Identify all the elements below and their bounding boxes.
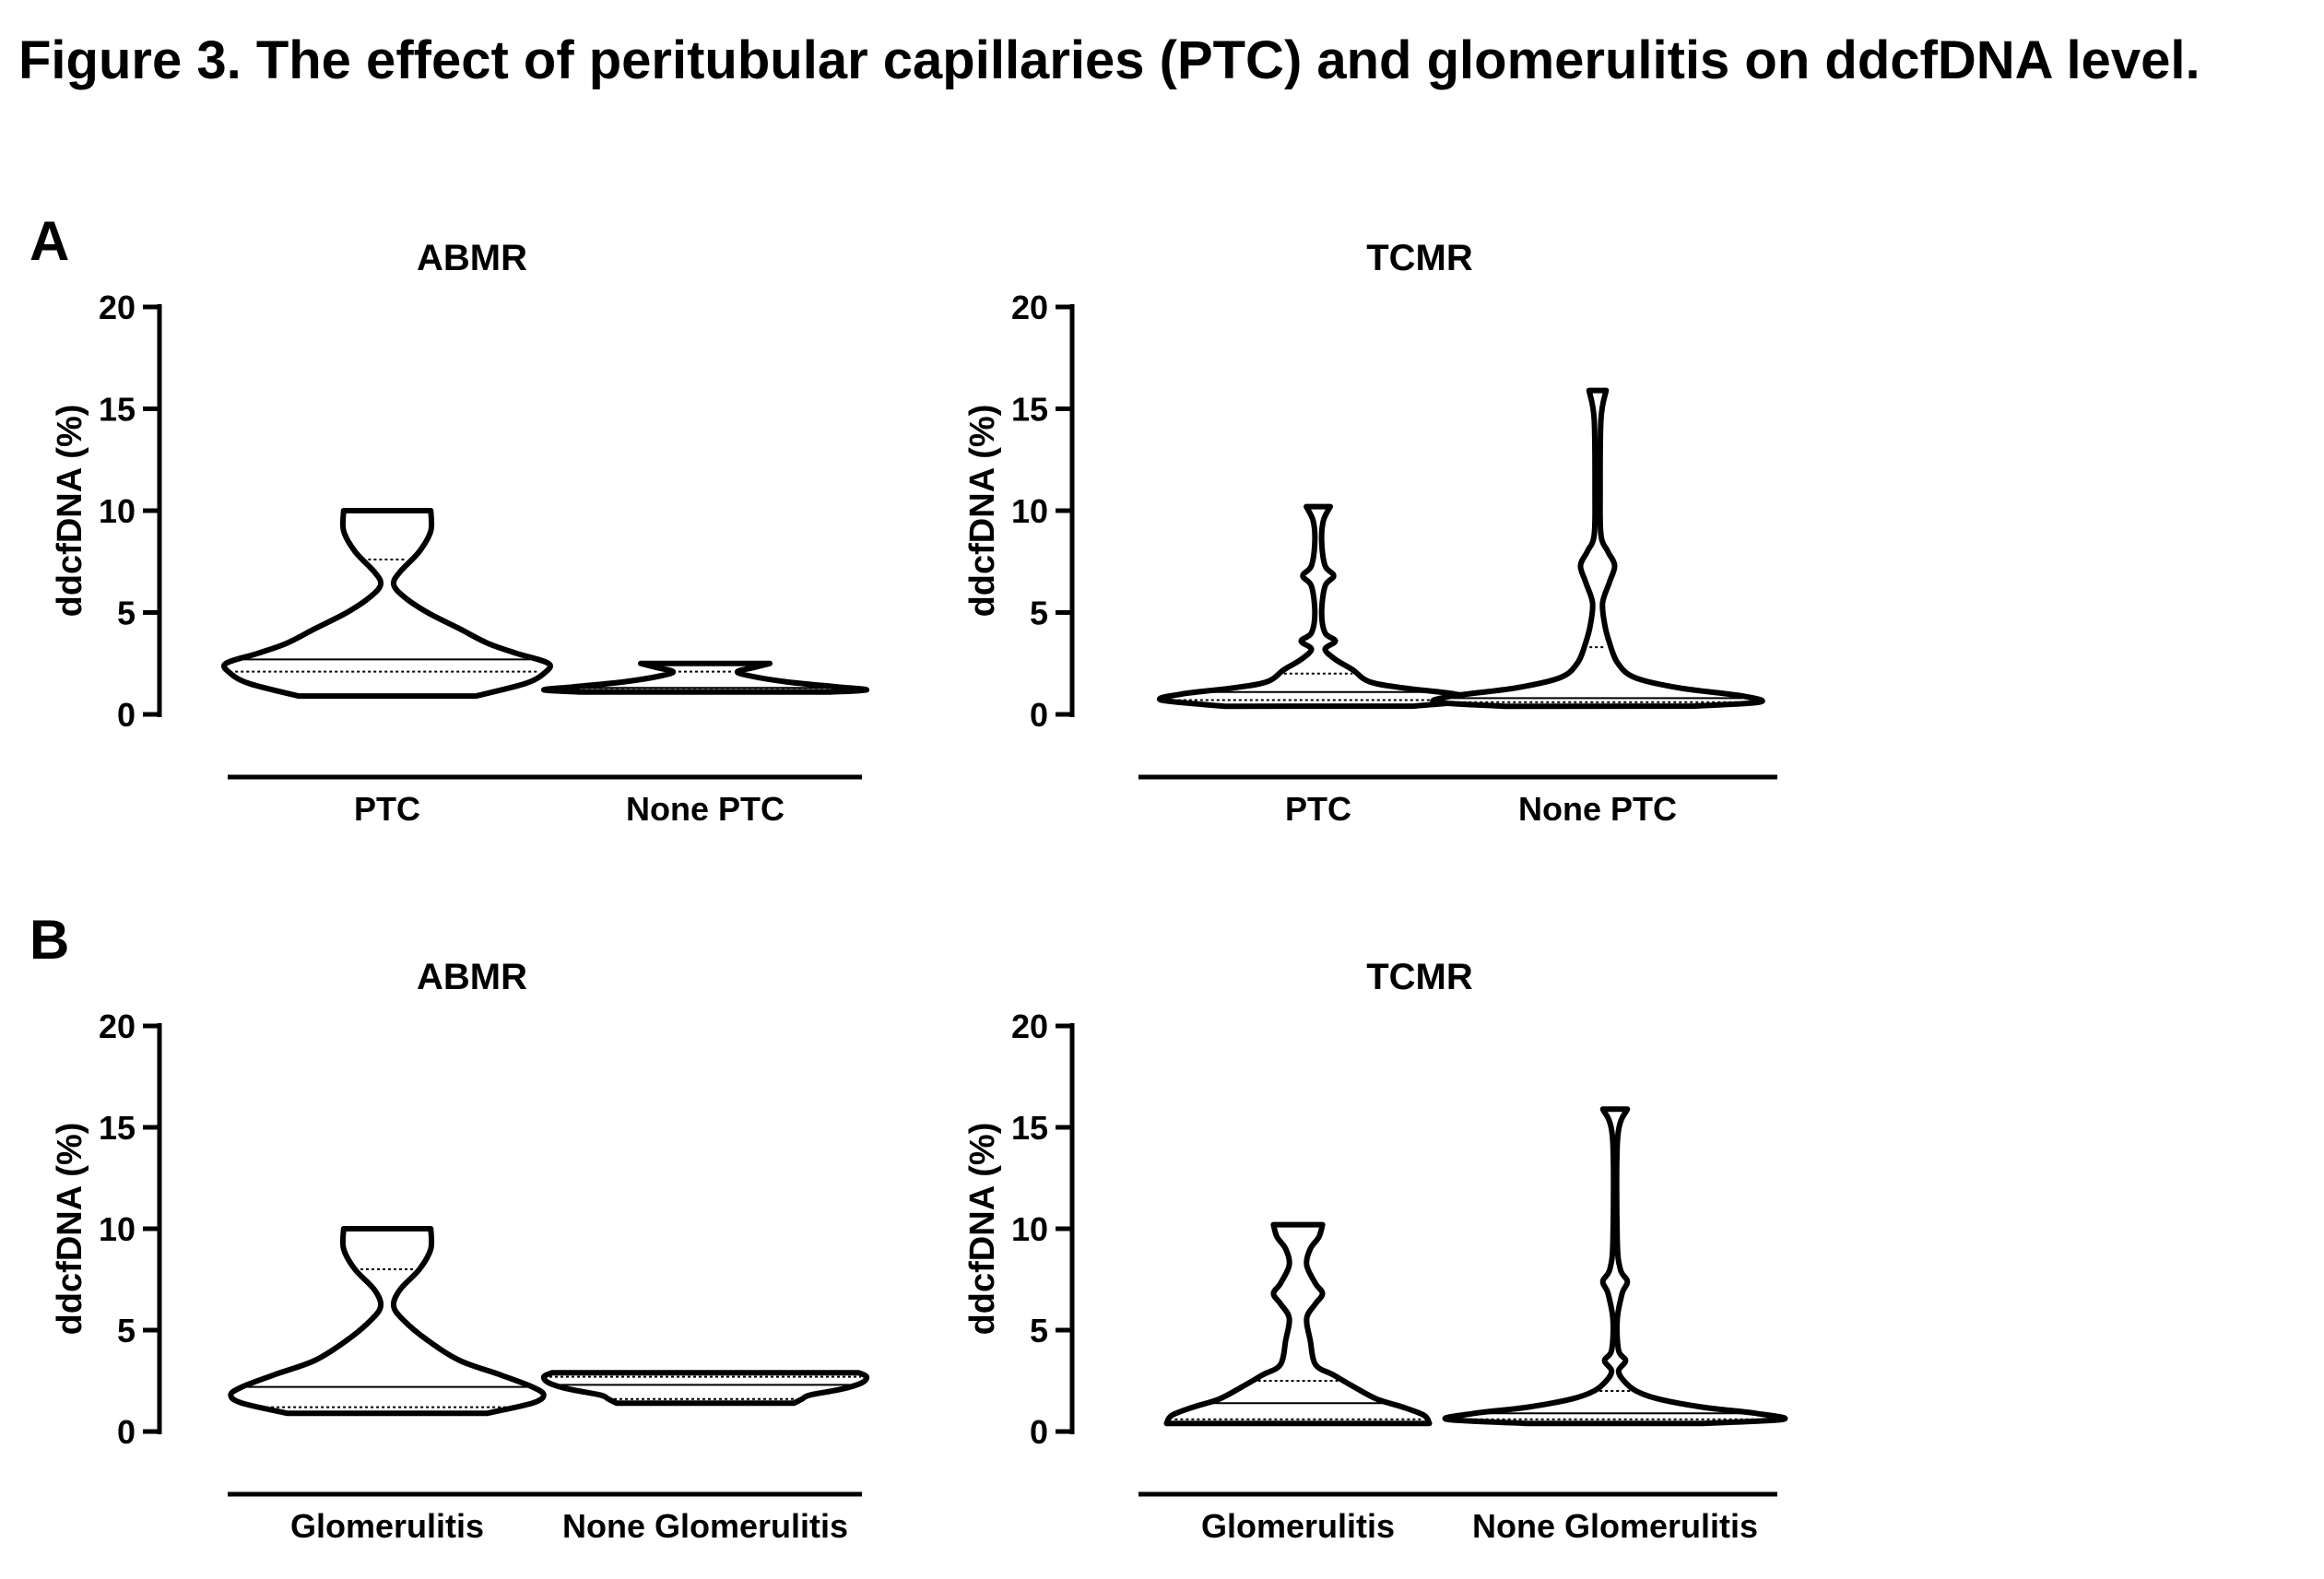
chart-1: ABMR 0 5 10 15 20 ddcfDNA (%) PTC None PTC (51, 238, 870, 828)
violin-2 (1430, 387, 1765, 710)
violin-outline (221, 508, 553, 700)
y-tick-label: 0 (1030, 1413, 1048, 1451)
y-axis-label: ddcfDNA (%) (51, 1123, 89, 1336)
chart-title: TCMR (1366, 957, 1473, 997)
y-tick-label: 5 (1030, 1312, 1048, 1349)
violin-1 (1163, 1221, 1433, 1427)
chart-3: ABMR 0 5 10 15 20 ddcfDNA (%) Glomerulitis None … (51, 957, 870, 1545)
category-label: None PTC (1518, 790, 1677, 828)
y-tick-label: 20 (99, 1007, 136, 1045)
charts-group: ABMR 0 5 10 15 20 ddcfDNA (%) PTC None PTC TCMR 0 5… (51, 238, 1788, 1545)
violin-outline (1157, 503, 1480, 710)
y-tick-label: 15 (99, 391, 136, 429)
y-axis-label: ddcfDNA (%) (51, 405, 89, 618)
category-label: None Glomerulitis (562, 1507, 848, 1545)
violin-outline (540, 660, 870, 695)
y-axis-label: ddcfDNA (%) (963, 405, 1002, 618)
violin-2 (540, 1370, 870, 1407)
y-tick-label: 20 (99, 289, 136, 326)
y-tick-label: 15 (1011, 391, 1048, 429)
violin-1 (1157, 503, 1480, 710)
y-tick-label: 0 (1030, 696, 1048, 734)
panel-letter-a: A (29, 210, 69, 272)
category-label: PTC (354, 790, 420, 828)
category-label: None PTC (626, 790, 784, 828)
y-tick-label: 5 (117, 1312, 136, 1349)
category-label: Glomerulitis (1201, 1507, 1395, 1545)
panel-letter-b: B (29, 909, 69, 971)
category-label: PTC (1285, 790, 1351, 828)
violin-outline (228, 1226, 547, 1417)
violin-outline (1163, 1221, 1433, 1427)
violin-1 (221, 508, 553, 700)
y-tick-label: 0 (117, 696, 136, 734)
chart-title: ABMR (417, 957, 527, 997)
y-tick-label: 0 (117, 1413, 136, 1451)
chart-title: ABMR (417, 238, 527, 278)
category-label: Glomerulitis (290, 1507, 484, 1545)
y-tick-label: 15 (99, 1109, 136, 1147)
violin-1 (228, 1226, 547, 1417)
violin-outline (1430, 387, 1765, 710)
violin-2 (1442, 1106, 1788, 1427)
violin-2 (540, 660, 870, 695)
y-tick-label: 5 (1030, 595, 1048, 632)
chart-2: TCMR 0 5 10 15 20 ddcfDNA (%) PTC None PTC (963, 238, 1777, 828)
category-label: None Glomerulitis (1472, 1507, 1758, 1545)
y-axis-label: ddcfDNA (%) (963, 1123, 1002, 1336)
violin-outline (540, 1370, 870, 1407)
y-tick-label: 5 (117, 595, 136, 632)
y-tick-label: 20 (1011, 289, 1048, 326)
y-tick-label: 10 (99, 1210, 136, 1248)
violin-outline (1442, 1106, 1788, 1427)
chart-4: TCMR 0 5 10 15 20 ddcfDNA (%) Glomerulitis None … (963, 957, 1788, 1545)
y-tick-label: 20 (1011, 1007, 1048, 1045)
y-tick-label: 10 (1011, 1210, 1048, 1248)
y-tick-label: 10 (99, 492, 136, 530)
figure-title: Figure 3. The effect of peritubular capi… (18, 30, 2200, 90)
y-tick-label: 10 (1011, 492, 1048, 530)
y-tick-label: 15 (1011, 1109, 1048, 1147)
chart-title: TCMR (1366, 238, 1473, 278)
